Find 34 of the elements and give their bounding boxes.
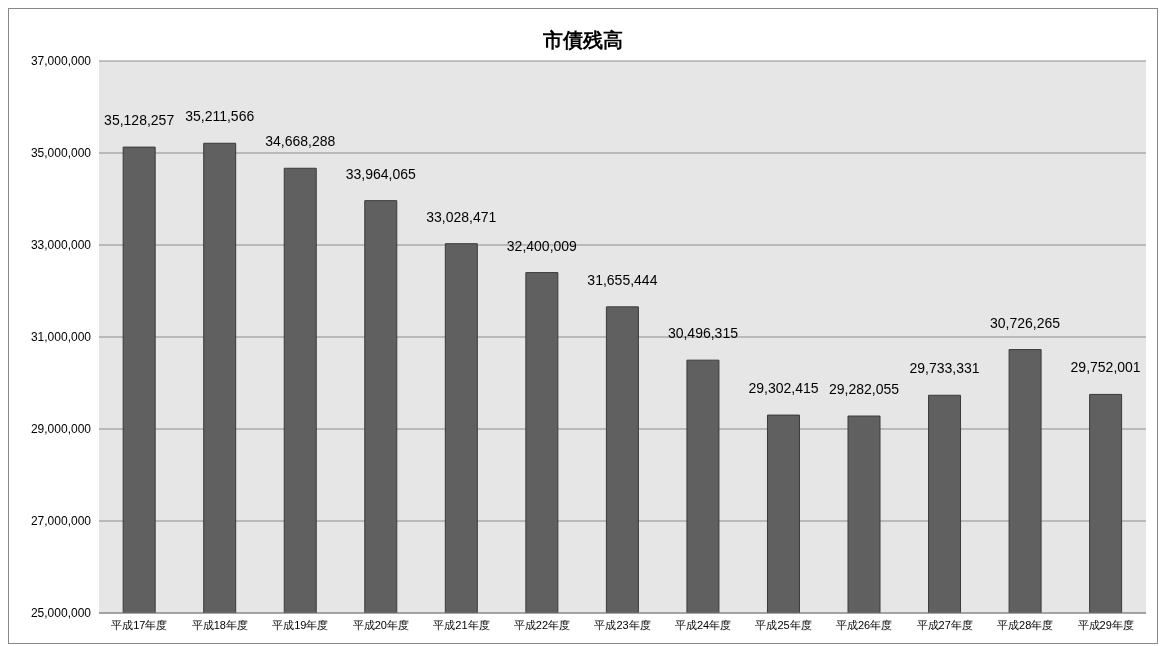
x-tick-label: 平成24年度 <box>674 618 732 631</box>
y-tick-label: 27,000,000 <box>30 514 92 529</box>
y-tick-label: 35,000,000 <box>30 146 92 161</box>
data-label: 29,752,001 <box>1070 359 1141 376</box>
y-tick-label: 37,000,000 <box>30 54 92 69</box>
x-tick-label: 平成25年度 <box>755 618 812 631</box>
x-tick-label: 平成21年度 <box>433 618 490 631</box>
data-label: 32,400,009 <box>506 237 578 254</box>
x-tick-label: 平成27年度 <box>916 618 973 631</box>
data-label: 35,128,257 <box>104 112 175 129</box>
x-tick-label: 平成29年度 <box>1077 618 1134 631</box>
chart-title: 市債残高 <box>542 28 624 51</box>
x-tick-label: 平成18年度 <box>191 618 248 631</box>
data-label: 29,302,415 <box>748 380 819 397</box>
data-label: 33,964,065 <box>345 165 417 182</box>
x-tick-label: 平成22年度 <box>513 618 571 631</box>
data-label: 29,282,055 <box>828 381 900 398</box>
x-tick-label: 平成23年度 <box>594 618 651 631</box>
y-tick-label: 31,000,000 <box>30 330 92 345</box>
y-tick-label: 25,000,000 <box>30 606 92 621</box>
data-label: 30,726,265 <box>990 314 1061 331</box>
x-tick-label: 平成20年度 <box>352 618 410 631</box>
data-label: 33,028,471 <box>426 208 497 225</box>
data-label: 31,655,444 <box>587 271 658 288</box>
x-tick-label: 平成26年度 <box>835 618 893 631</box>
y-tick-label: 33,000,000 <box>30 238 92 253</box>
x-tick-label: 平成19年度 <box>272 618 329 631</box>
data-label: 35,211,566 <box>185 108 255 125</box>
y-tick-label: 29,000,000 <box>30 422 92 437</box>
x-tick-label: 平成17年度 <box>111 618 168 631</box>
data-label: 34,668,288 <box>265 133 336 150</box>
x-tick-label: 平成28年度 <box>997 618 1054 631</box>
data-label: 30,496,315 <box>667 325 739 342</box>
data-label: 29,733,331 <box>909 360 980 377</box>
